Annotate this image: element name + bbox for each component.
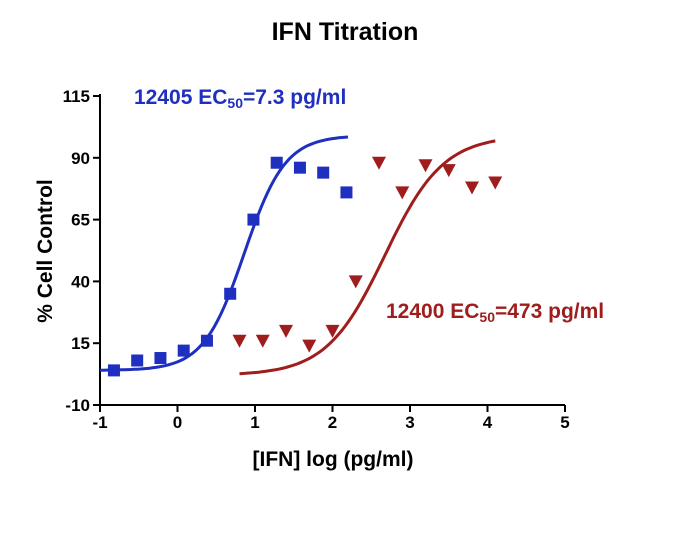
data-point-s1-2	[279, 324, 293, 338]
data-point-s1-10	[465, 181, 479, 195]
fit-curve-1	[239, 139, 496, 376]
data-point-s1-8	[418, 159, 433, 173]
x-tick-label-5: 4	[483, 413, 493, 432]
data-point-s1-3	[302, 339, 317, 353]
data-point-s0-10	[340, 186, 353, 199]
data-point-s0-9	[317, 166, 330, 179]
x-tick-label-2: 1	[250, 413, 259, 432]
chart-title: IFN Titration	[271, 18, 419, 46]
x-tick-label-6: 5	[560, 413, 569, 432]
data-point-s0-0	[107, 364, 120, 377]
x-tick-label-0: -1	[92, 413, 107, 432]
data-point-s1-11	[488, 176, 503, 190]
data-point-s1-5	[348, 275, 363, 289]
data-point-s0-8	[293, 161, 306, 174]
y-tick-label-5: 115	[63, 87, 90, 106]
data-point-s1-6	[372, 156, 386, 170]
x-tick-label-3: 2	[328, 413, 337, 432]
y-tick-label-2: 40	[71, 272, 90, 291]
data-point-s0-7	[270, 156, 283, 169]
fit-curve-0	[100, 135, 349, 372]
y-tick-label-3: 65	[71, 211, 90, 230]
data-point-s1-4	[325, 324, 340, 338]
x-tick-label-4: 3	[405, 413, 414, 432]
data-point-s0-3	[177, 344, 190, 357]
data-point-s0-1	[131, 354, 144, 367]
y-tick-label-1: 15	[71, 334, 90, 353]
y-tick-label-4: 90	[71, 149, 90, 168]
annotation-12405: 12405 EC50=7.3 pg/ml	[134, 86, 347, 111]
data-point-s1-7	[395, 186, 410, 200]
x-tick-label-1: 0	[173, 413, 182, 432]
annotation-12400: 12400 EC50=473 pg/ml	[386, 300, 605, 325]
data-point-s1-1	[255, 334, 270, 348]
data-point-s1-9	[441, 164, 456, 178]
x-axis-label: [IFN] log (pg/ml)	[252, 448, 414, 471]
data-point-s0-4	[200, 334, 213, 347]
y-tick-label-0: -10	[65, 396, 90, 415]
data-point-s0-2	[154, 352, 167, 365]
data-point-s0-6	[247, 213, 260, 226]
data-point-s1-0	[232, 334, 247, 348]
data-point-s0-5	[224, 287, 237, 300]
y-axis-label: % Cell Control	[34, 179, 57, 323]
